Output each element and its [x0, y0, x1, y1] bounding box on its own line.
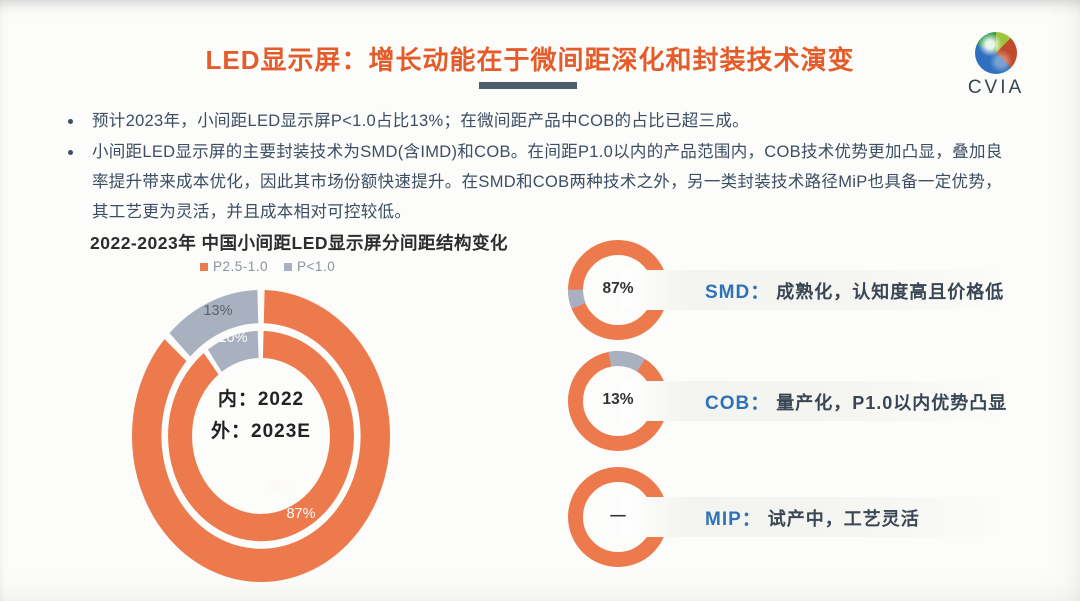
donut-center-label-outer: 外：2023E: [211, 421, 311, 442]
share-label-mip: —: [610, 507, 626, 524]
legend-label: P2.5-1.0: [213, 259, 269, 274]
legend-item: P2.5-1.0: [200, 259, 268, 274]
callout-ribbon: [620, 497, 1015, 537]
callout-ribbon: [620, 270, 1015, 310]
share-label-smd: 87%: [602, 280, 634, 297]
page-title: LED显示屏：增长动能在于微间距深化和封装技术演变: [205, 45, 855, 75]
bullet-item: 小间距LED显示屏的主要封装技术为SMD(含IMD)和COB。在间距P1.0以内…: [66, 137, 1016, 227]
logo-text: CVIA: [967, 77, 1025, 98]
donut-svg: [132, 290, 390, 582]
legend-item: P<1.0: [284, 259, 335, 274]
globe-icon: [975, 32, 1017, 74]
packaging-desc: 成熟化，认知度高且价格低: [776, 282, 1005, 302]
packaging-label: COB：: [705, 393, 771, 414]
chart-title: 2022-2023年 中国小间距LED显示屏分间距结构变化: [90, 233, 509, 253]
title-underline-bar: [479, 82, 577, 89]
share-label-cob: 13%: [602, 391, 634, 408]
legend-swatch-orange: [200, 262, 208, 271]
callout-ribbon: [620, 381, 1015, 421]
donut-center-label-inner: 内：2022: [217, 389, 305, 410]
bullet-text: 小间距LED显示屏的主要封装技术为SMD(含IMD)和COB。在间距P1.0以内…: [92, 143, 1003, 221]
packaging-desc: 量产化，P1.0以内优势凸显: [776, 393, 1008, 413]
packaging-label: SMD：: [705, 282, 771, 303]
packaging-row-smd: SMD： 成熟化，认知度高且价格低: [705, 277, 1004, 304]
legend-swatch-gray: [284, 262, 293, 271]
bullet-text: 预计2023年，小间距LED显示屏P<1.0占比13%；在微间距产品中COB的占…: [92, 112, 749, 130]
packaging-row-mip: MIP： 试产中，工艺灵活: [705, 504, 920, 531]
packaging-label: MIP：: [705, 509, 762, 530]
packaging-row-cob: COB： 量产化，P1.0以内优势凸显: [705, 388, 1007, 415]
bullet-dot-icon: [68, 119, 73, 124]
bullet-dot-icon: [68, 150, 73, 155]
packaging-desc: 试产中，工艺灵活: [767, 509, 920, 529]
legend-label: P<1.0: [297, 259, 336, 274]
bullet-list: 预计2023年，小间距LED显示屏P<1.0占比13%；在微间距产品中COB的占…: [66, 106, 1016, 227]
bullet-item: 预计2023年，小间距LED显示屏P<1.0占比13%；在微间距产品中COB的占…: [66, 106, 1016, 136]
slice-label-outer-orange: 87%: [286, 506, 316, 522]
cvia-logo: CVIA: [962, 32, 1030, 99]
chart-legend: P2.5-1.0 P<1.0: [200, 259, 335, 274]
slice-label-inner-orange: 90%: [267, 478, 297, 494]
slice-label-outer-gray: 13%: [203, 303, 233, 319]
slice-label-inner-gray: 10%: [218, 330, 248, 346]
double-donut-chart: [132, 290, 390, 582]
